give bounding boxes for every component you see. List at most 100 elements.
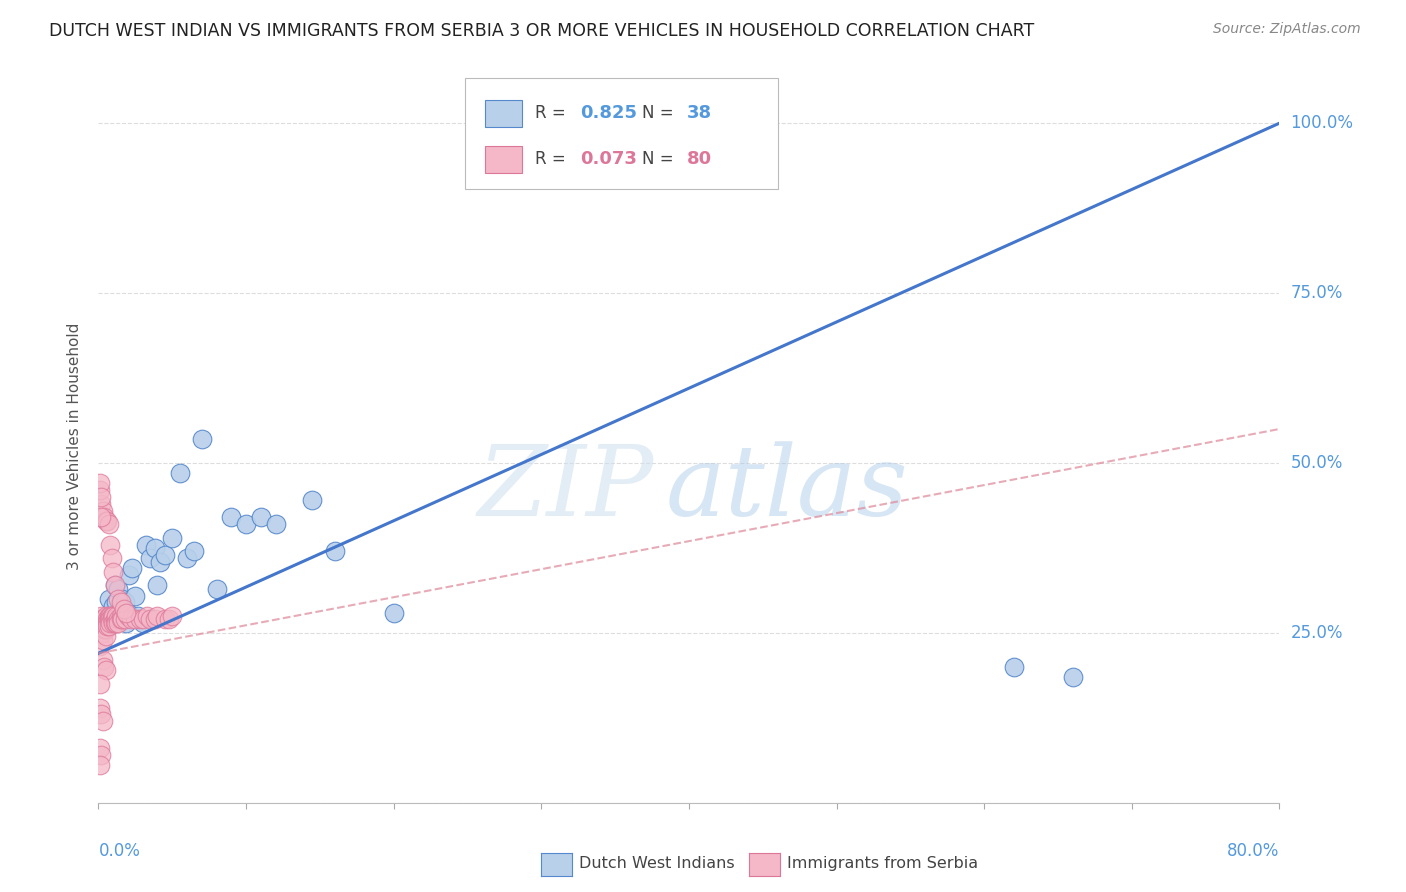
- Point: [96, 619, 118, 633]
- Point: [93, 612, 115, 626]
- Point: [90, 748, 112, 763]
- Point: [176, 551, 198, 566]
- Point: [104, 615, 127, 630]
- Point: [250, 510, 273, 524]
- Point: [97, 517, 120, 532]
- Point: [90, 623, 112, 637]
- Point: [127, 608, 149, 623]
- Point: [94, 663, 117, 677]
- Point: [146, 608, 169, 623]
- Point: [93, 615, 115, 630]
- Text: atlas: atlas: [665, 442, 908, 536]
- Point: [110, 602, 132, 616]
- Point: [98, 615, 121, 630]
- Point: [120, 612, 142, 626]
- Point: [96, 612, 118, 626]
- Text: R =: R =: [536, 104, 571, 122]
- Text: Source: ZipAtlas.com: Source: ZipAtlas.com: [1213, 22, 1361, 37]
- Point: [107, 591, 129, 606]
- Point: [107, 615, 129, 630]
- Point: [98, 537, 121, 551]
- Point: [301, 493, 323, 508]
- Point: [94, 608, 117, 623]
- Point: [93, 660, 115, 674]
- Point: [89, 476, 111, 491]
- Point: [97, 608, 120, 623]
- Text: 0.0%: 0.0%: [98, 842, 141, 860]
- Point: [382, 606, 405, 620]
- Point: [128, 612, 150, 626]
- Text: N =: N =: [641, 150, 679, 168]
- Point: [89, 758, 111, 772]
- Point: [93, 623, 115, 637]
- Point: [323, 544, 346, 558]
- Point: [91, 632, 114, 647]
- Point: [103, 565, 125, 579]
- Point: [149, 555, 172, 569]
- Point: [136, 608, 159, 623]
- Text: DUTCH WEST INDIAN VS IMMIGRANTS FROM SERBIA 3 OR MORE VEHICLES IN HOUSEHOLD CORR: DUTCH WEST INDIAN VS IMMIGRANTS FROM SER…: [49, 22, 1035, 40]
- Point: [111, 591, 134, 606]
- Point: [91, 714, 114, 729]
- Point: [107, 612, 129, 626]
- Text: Dutch West Indians: Dutch West Indians: [579, 856, 735, 871]
- Point: [153, 548, 176, 562]
- Text: R =: R =: [536, 150, 571, 168]
- Point: [100, 612, 122, 626]
- Point: [91, 626, 114, 640]
- Point: [183, 544, 205, 558]
- Point: [89, 612, 111, 626]
- Point: [94, 514, 117, 528]
- Point: [115, 615, 138, 630]
- Point: [118, 568, 141, 582]
- Point: [124, 612, 146, 626]
- Point: [235, 517, 257, 532]
- Text: 75.0%: 75.0%: [1291, 284, 1343, 302]
- Text: 80.0%: 80.0%: [1227, 842, 1279, 860]
- Point: [91, 653, 114, 667]
- Point: [115, 606, 138, 620]
- Point: [94, 615, 117, 630]
- Point: [104, 612, 127, 626]
- Point: [162, 531, 183, 545]
- Point: [132, 612, 155, 626]
- Text: 50.0%: 50.0%: [1291, 454, 1343, 472]
- Point: [89, 483, 111, 498]
- Point: [100, 551, 122, 566]
- Point: [94, 629, 117, 643]
- Point: [103, 615, 125, 630]
- Point: [96, 615, 118, 630]
- Point: [264, 517, 287, 532]
- Point: [96, 514, 118, 528]
- Point: [104, 578, 127, 592]
- Point: [1002, 660, 1025, 674]
- Text: 100.0%: 100.0%: [1291, 114, 1354, 132]
- Point: [91, 619, 114, 633]
- Point: [153, 612, 176, 626]
- Text: ZIP: ZIP: [477, 442, 654, 536]
- Text: Immigrants from Serbia: Immigrants from Serbia: [787, 856, 979, 871]
- Text: 25.0%: 25.0%: [1291, 624, 1343, 642]
- Point: [135, 537, 157, 551]
- Point: [105, 595, 128, 609]
- Point: [219, 510, 242, 524]
- Text: 0.073: 0.073: [581, 150, 637, 168]
- Point: [143, 612, 166, 626]
- FancyBboxPatch shape: [464, 78, 778, 189]
- Point: [103, 599, 125, 613]
- Point: [162, 608, 183, 623]
- Point: [117, 608, 139, 623]
- Point: [205, 582, 228, 596]
- Point: [90, 497, 112, 511]
- Point: [93, 510, 115, 524]
- Point: [90, 510, 112, 524]
- Point: [90, 490, 112, 504]
- Point: [104, 578, 127, 592]
- Point: [143, 541, 166, 555]
- Point: [90, 707, 112, 722]
- Point: [132, 615, 155, 630]
- Point: [97, 591, 120, 606]
- Point: [121, 561, 143, 575]
- Point: [110, 612, 132, 626]
- Point: [89, 741, 111, 756]
